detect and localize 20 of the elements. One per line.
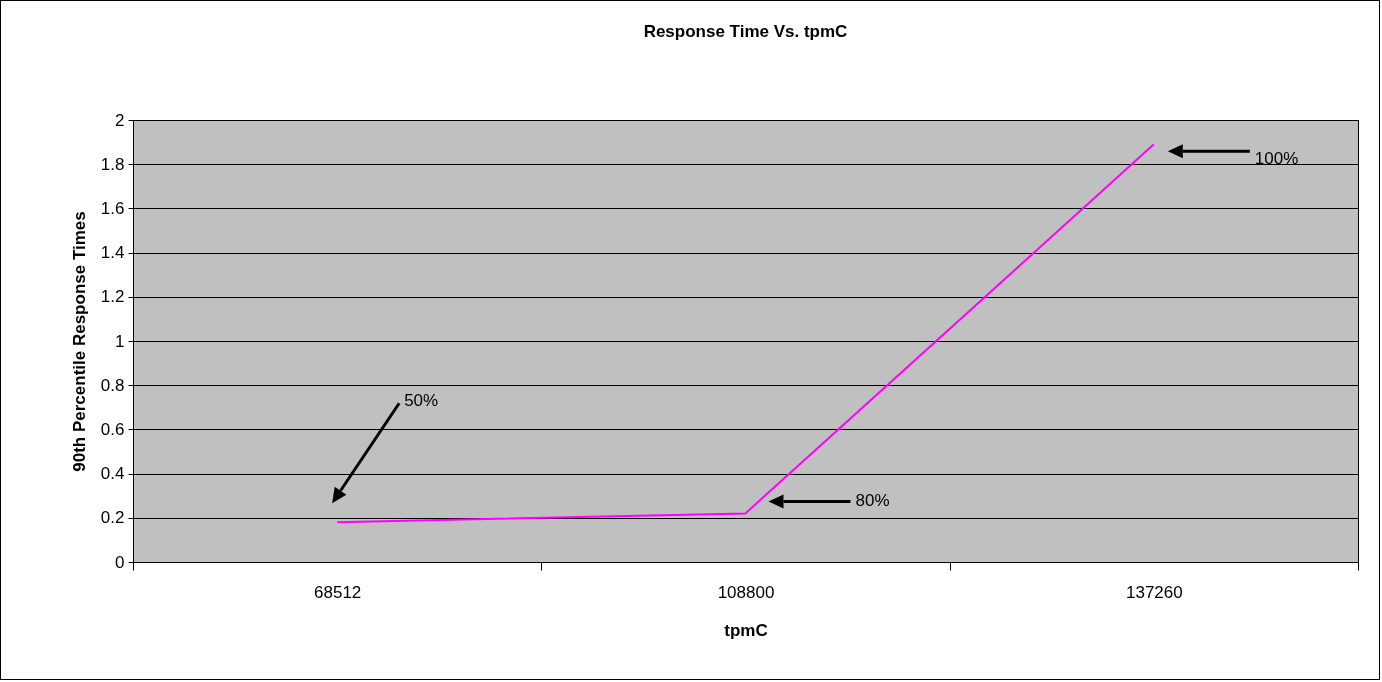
y-tick-label: 1.6 bbox=[100, 198, 125, 218]
chart-title: Response Time Vs. tpmC bbox=[643, 22, 848, 41]
annotation: 80% bbox=[855, 491, 890, 511]
x-axis-title: tpmC bbox=[724, 620, 768, 640]
annotation: 100% bbox=[1254, 149, 1299, 169]
y-tick-label: 0.2 bbox=[100, 508, 125, 528]
y-tick-label: 2 bbox=[115, 110, 125, 130]
x-tick-label: 137260 bbox=[1125, 582, 1183, 602]
y-axis-title: 90th Percentile Response Times bbox=[69, 211, 89, 472]
annotation: 50% bbox=[404, 391, 439, 411]
y-tick-label: 1 bbox=[115, 331, 125, 351]
y-tick-label: 0.6 bbox=[100, 419, 125, 439]
y-tick-label: 1.4 bbox=[100, 243, 125, 263]
x-tick-label: 108800 bbox=[717, 582, 775, 602]
y-tick-label: 0.4 bbox=[100, 464, 125, 484]
y-tick-label: 1.8 bbox=[100, 154, 125, 174]
x-tick-label: 68512 bbox=[314, 582, 362, 602]
y-tick-label: 0 bbox=[115, 552, 125, 572]
y-tick-label: 1.2 bbox=[100, 287, 125, 307]
y-tick-label: 0.8 bbox=[100, 375, 125, 395]
